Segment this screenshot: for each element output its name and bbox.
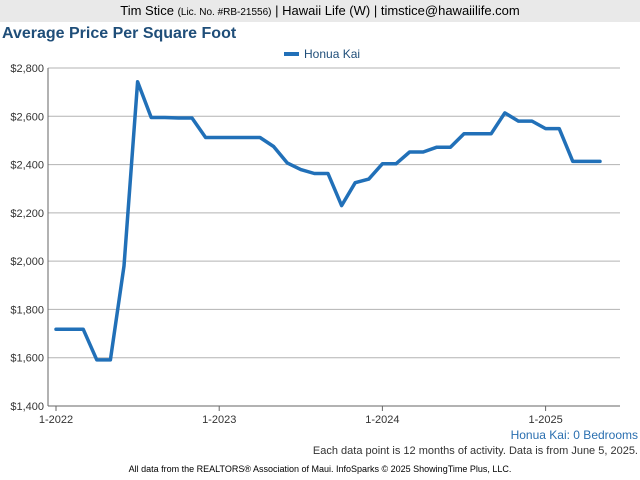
footer-credits: All data from the REALTORS® Association … (128, 464, 512, 474)
legend-label: Honua Kai (304, 47, 360, 61)
grid-lines (48, 67, 620, 407)
x-tick-label: 1-2025 (528, 414, 562, 426)
license-number: (Lic. No. #RB-21556) (177, 7, 272, 18)
series-lines (54, 80, 602, 362)
series-line (54, 80, 602, 362)
y-tick-label: $2,600 (10, 111, 44, 123)
y-tick-label: $2,000 (10, 256, 44, 268)
agent-contact: | Hawaii Life (W) | timstice@hawaiilife.… (275, 3, 520, 18)
y-tick-label: $2,200 (10, 208, 44, 220)
x-tick-label: 1-2022 (39, 414, 73, 426)
y-tick-label: $2,400 (10, 160, 44, 172)
y-tick-label: $1,400 (10, 401, 44, 413)
data-note: Each data point is 12 months of activity… (312, 445, 638, 457)
y-tick-label: $1,600 (10, 353, 44, 365)
agent-header: Tim Stice (Lic. No. #RB-21556) | Hawaii … (0, 0, 640, 22)
x-tick-label: 1-2024 (365, 414, 399, 426)
legend: Honua Kai (284, 47, 360, 61)
chart-subtitle: Honua Kai: 0 Bedrooms (510, 428, 638, 442)
x-tick-label: 1-2023 (202, 414, 236, 426)
y-tick-label: $1,800 (10, 304, 44, 316)
axes: $1,400 $1,600 $1,800 $2,000 $2,200 $2,400 $2,6… (10, 63, 620, 426)
y-tick-label: $2,800 (10, 63, 44, 75)
agent-name: Tim Stice (120, 3, 174, 18)
chart-title: Average Price Per Square Foot (2, 25, 237, 42)
